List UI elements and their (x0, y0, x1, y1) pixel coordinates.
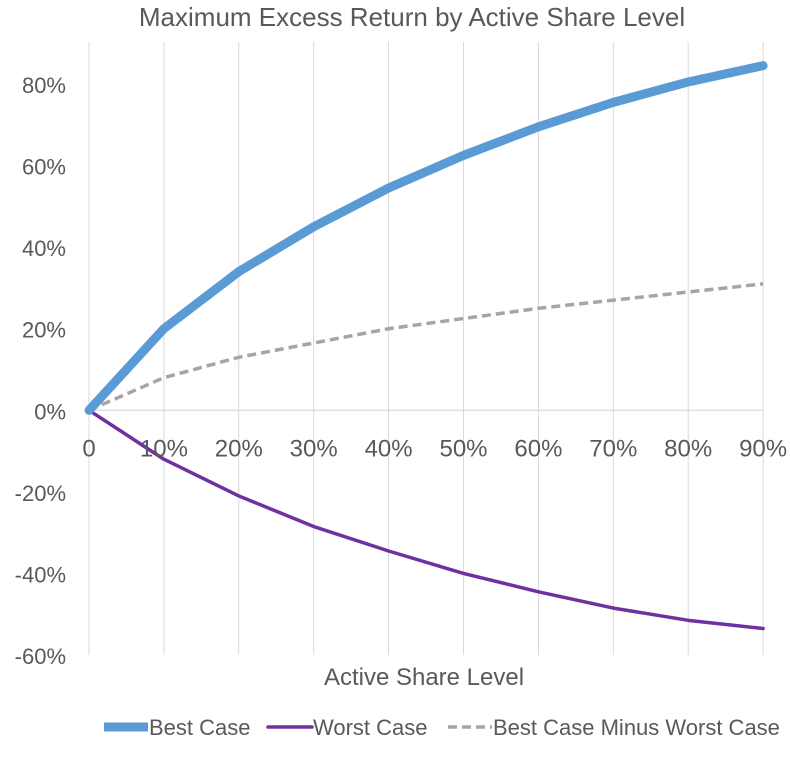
series-line-best-case (84, 61, 768, 415)
y-tick-label: -40% (15, 562, 66, 587)
grid-lines (88, 42, 764, 655)
series-lines (84, 61, 768, 631)
y-tick-label: 60% (22, 155, 66, 180)
legend-item: Best Case (104, 715, 251, 740)
x-axis-tick-labels: 0 10% 20% 30% 40% 50% 60% 70% 80% 90% (82, 435, 787, 462)
x-tick-label: 70% (589, 435, 637, 462)
x-tick-label: 40% (365, 435, 413, 462)
x-tick-label: 80% (664, 435, 712, 462)
legend-label: Best Case (149, 715, 251, 740)
y-tick-label: -60% (15, 644, 66, 669)
series-line-worst-case (87, 408, 765, 631)
x-tick-label: 90% (739, 435, 787, 462)
y-tick-label: 20% (22, 318, 66, 343)
legend: Best Case Worst Case Best Case Minus Worst… (104, 715, 780, 740)
y-axis-tick-labels: -60% -40% -20% 0% 20% 40% 60% 80% (15, 73, 66, 669)
y-tick-label: 0% (34, 399, 66, 424)
series-line-best-case-minus-worst-case (88, 282, 764, 412)
legend-label: Worst Case (313, 715, 428, 740)
y-tick-label: 40% (22, 236, 66, 261)
x-tick-label: 10% (140, 435, 188, 462)
legend-item: Best Case Minus Worst Case (448, 715, 780, 740)
x-tick-label: 0 (82, 435, 95, 462)
x-axis-title: Active Share Level (324, 664, 524, 691)
legend-label: Best Case Minus Worst Case (493, 715, 780, 740)
y-tick-label: -20% (15, 481, 66, 506)
x-tick-label: 50% (439, 435, 487, 462)
legend-item: Worst Case (266, 715, 428, 740)
chart-title: Maximum Excess Return by Active Share Le… (139, 2, 685, 32)
x-tick-label: 60% (514, 435, 562, 462)
x-tick-label: 20% (215, 435, 263, 462)
x-tick-label: 30% (290, 435, 338, 462)
y-tick-label: 80% (22, 73, 66, 98)
